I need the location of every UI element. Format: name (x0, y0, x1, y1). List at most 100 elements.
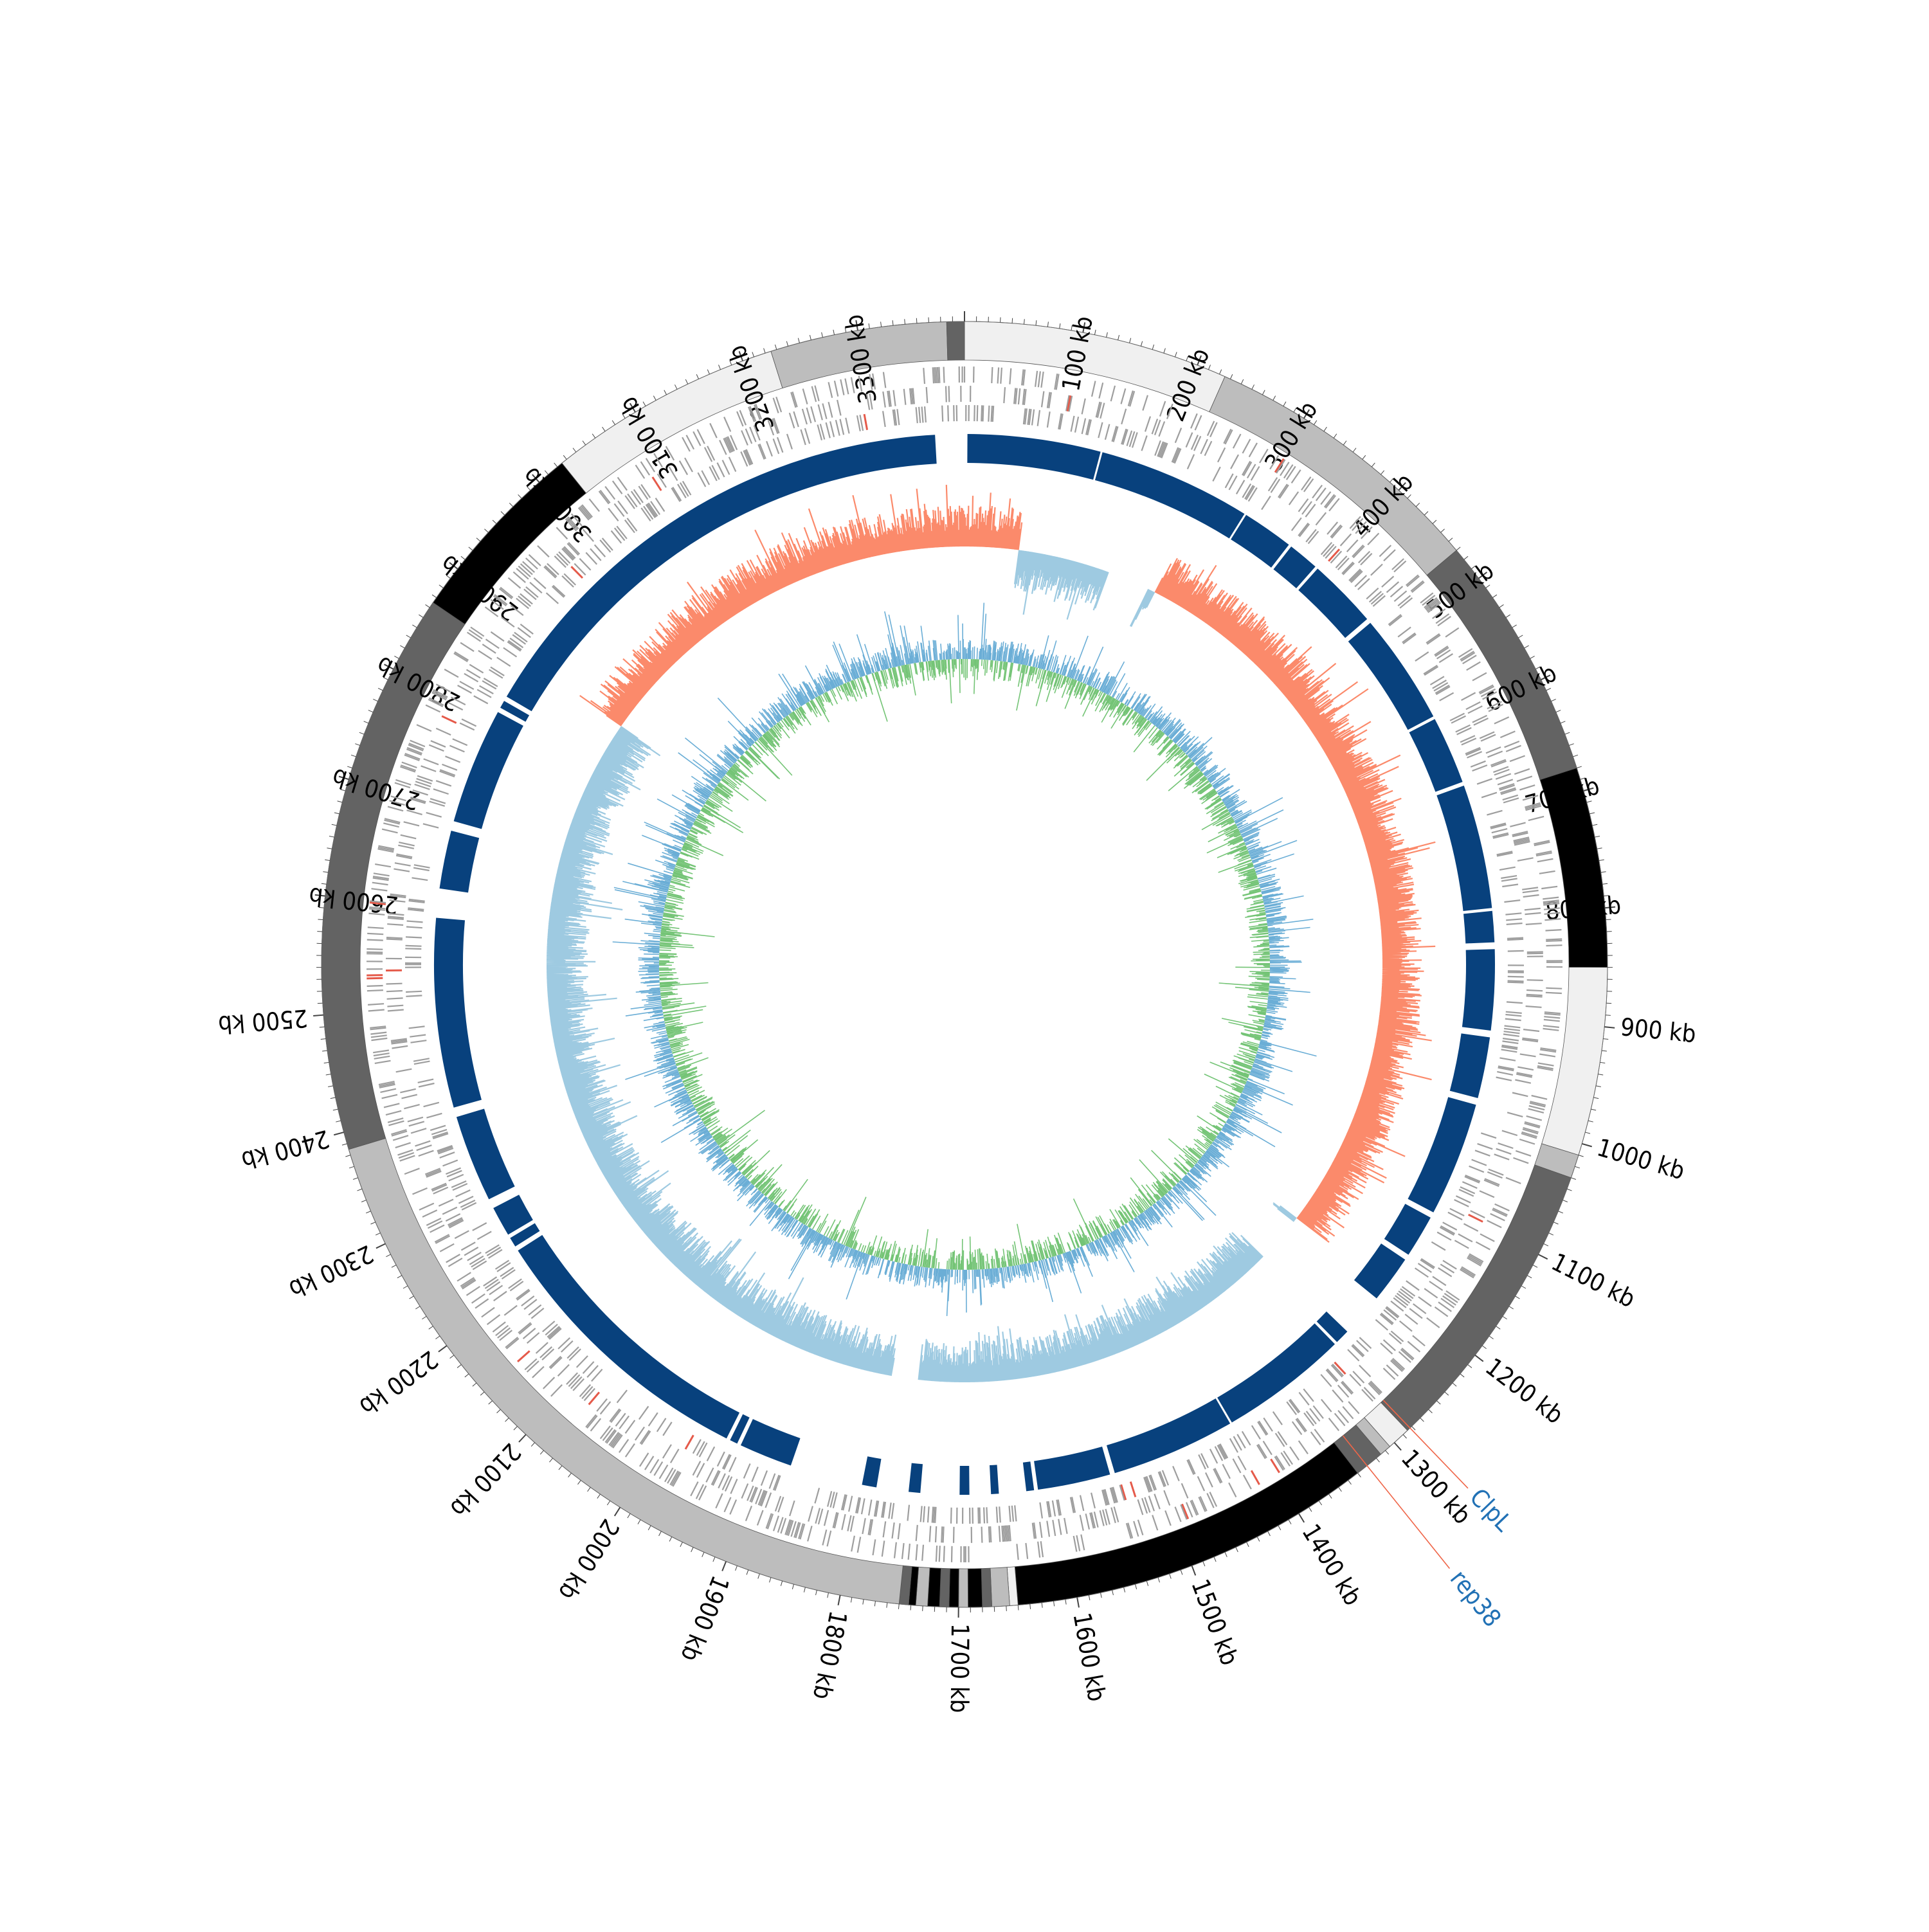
gene-mark (1487, 1220, 1502, 1227)
gene-mark (1384, 1340, 1396, 1351)
gene-mark (1481, 735, 1496, 741)
gene-mark (1538, 1063, 1554, 1065)
gene-mark (636, 465, 645, 478)
gene-mark (558, 1338, 570, 1349)
gene-mark (1506, 919, 1522, 920)
scale-tick (1203, 1562, 1205, 1566)
gene-mark (513, 572, 525, 582)
scale-tick (349, 1166, 354, 1168)
gene-mark (645, 1456, 653, 1470)
gene-mark (597, 1399, 607, 1411)
gene-mark (982, 1527, 983, 1543)
gene-mark (657, 1418, 666, 1432)
gene-mark (1188, 455, 1194, 469)
scale-tick (327, 848, 332, 849)
gene-mark (1343, 563, 1355, 575)
gene-mark (1352, 545, 1363, 557)
scale-tick (1489, 1336, 1494, 1339)
gene-mark (757, 1510, 763, 1526)
gene-mark (808, 1526, 812, 1541)
gene-mark (1516, 1151, 1531, 1156)
tick-label: 1800 kb (808, 1609, 853, 1702)
scale-tick (406, 635, 411, 638)
scale-tick (1089, 1595, 1090, 1600)
gene-mark (1071, 416, 1074, 432)
gene-mark (1280, 485, 1289, 498)
gene-mark (981, 405, 982, 421)
gene-mark (1143, 395, 1148, 411)
scale-tick (1533, 1265, 1537, 1268)
synteny-block (1023, 1461, 1034, 1491)
gene-mark (1154, 1494, 1159, 1510)
gene-mark (1546, 939, 1562, 940)
scale-tick (597, 1494, 601, 1499)
scale-tick (1416, 503, 1420, 507)
gene-mark (446, 756, 460, 762)
contig-segment (981, 1568, 992, 1607)
gene-mark (367, 949, 383, 950)
gene-mark (413, 868, 430, 871)
gene-mark (367, 975, 383, 976)
scale-tick (1230, 374, 1232, 379)
gene-mark (493, 1322, 505, 1332)
scale-tick (775, 345, 776, 350)
gene-mark (1391, 1301, 1404, 1312)
scale-tick (1492, 595, 1497, 598)
gene-mark (1514, 1158, 1529, 1163)
gene-mark (1138, 1520, 1143, 1535)
gene-mark (1522, 887, 1538, 889)
gene-mark (605, 487, 615, 500)
gene-mark (1040, 1522, 1042, 1538)
scale-tick (1456, 547, 1460, 550)
gene-mark (1402, 1348, 1414, 1359)
scale-tick (563, 455, 566, 459)
scale-tick (326, 1074, 331, 1075)
gene-mark (857, 415, 860, 431)
gene-mark (433, 789, 449, 794)
gene-mark (811, 406, 815, 422)
gene-mark (451, 1181, 466, 1187)
gene-mark (1510, 823, 1525, 827)
gene-mark (923, 368, 925, 384)
scale-tick (1054, 1601, 1055, 1606)
scale-tick (833, 330, 835, 335)
synteny-block (862, 1456, 881, 1487)
gene-mark (983, 406, 984, 422)
gene-mark (1371, 564, 1382, 575)
scale-tick (1516, 1296, 1520, 1299)
gene-mark (1327, 1370, 1337, 1382)
scale-tick (313, 1015, 323, 1016)
gene-mark (1165, 1511, 1171, 1526)
gene-mark (1198, 1476, 1204, 1491)
gene-mark (1335, 1413, 1345, 1425)
gene-mark (1138, 1499, 1143, 1515)
gene-mark (371, 1035, 387, 1037)
scale-tick (568, 1473, 572, 1477)
scale-tick (1512, 625, 1517, 627)
gene-mark (1311, 1432, 1321, 1445)
gene-mark (1505, 741, 1519, 747)
gene-mark (1391, 1360, 1403, 1371)
gene-mark (426, 1218, 441, 1225)
scale-tick (577, 1480, 581, 1484)
gene-mark (613, 481, 622, 494)
gene-mark (372, 1038, 388, 1040)
gene-mark (1501, 879, 1517, 881)
gene-mark (531, 1308, 543, 1319)
scale-tick (822, 332, 823, 338)
scale-tick (1551, 699, 1555, 701)
scale-tick (386, 1254, 390, 1257)
scale-tick (338, 801, 343, 802)
scale-tick (357, 1189, 361, 1191)
gene-mark (393, 1135, 408, 1140)
scale-tick (371, 1222, 376, 1224)
gene-mark (558, 1365, 570, 1377)
gene-mark (1381, 1314, 1393, 1324)
gene-mark (988, 406, 989, 422)
gene-mark (761, 1470, 767, 1485)
tick-label: 2200 kb (354, 1345, 443, 1421)
tick-label: 1900 kb (675, 1572, 735, 1666)
scale-tick (505, 1418, 509, 1422)
gene-mark (367, 978, 383, 979)
gene-mark (1382, 576, 1394, 587)
